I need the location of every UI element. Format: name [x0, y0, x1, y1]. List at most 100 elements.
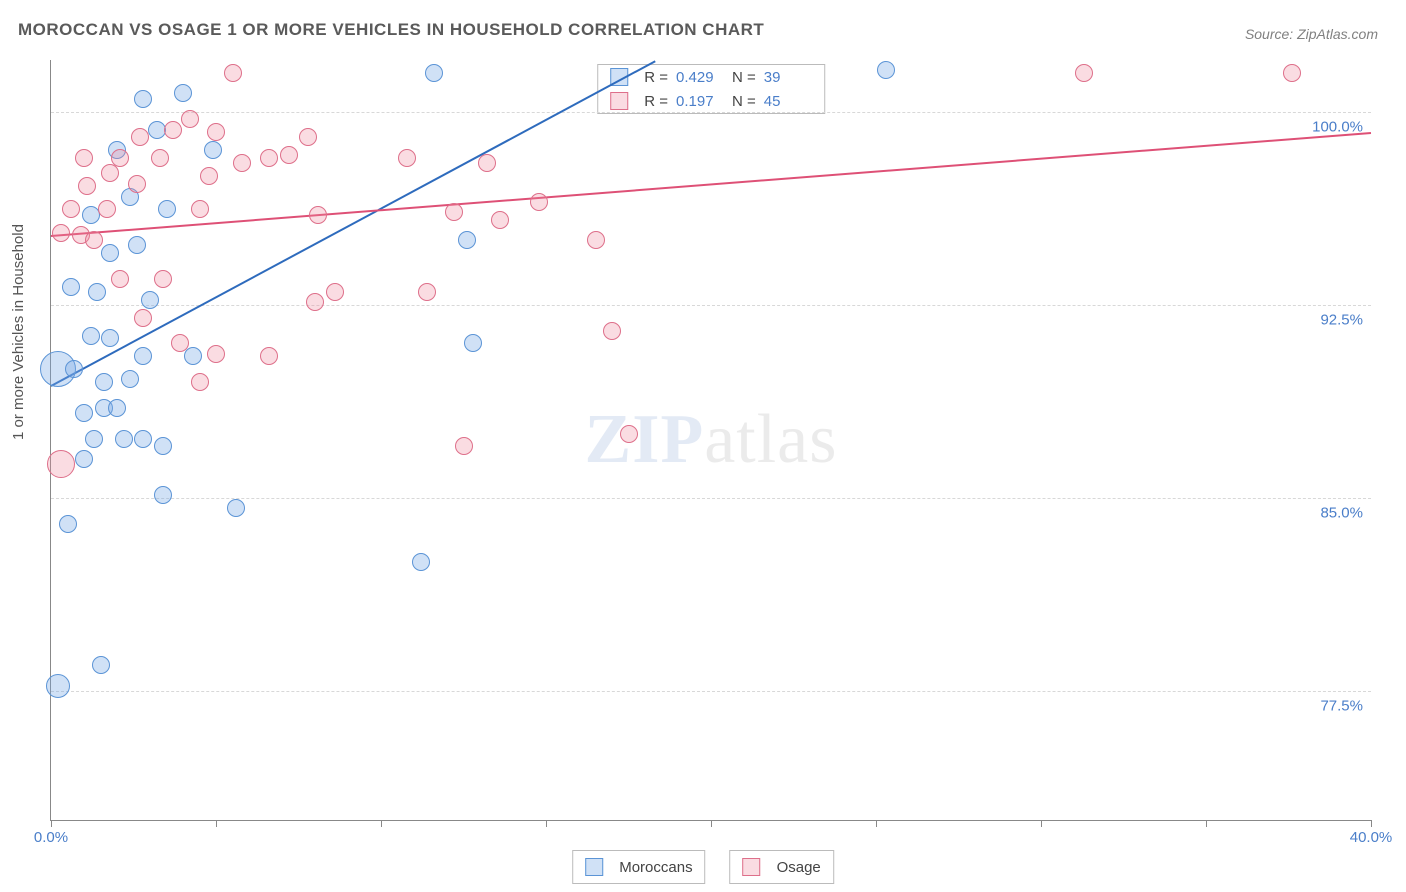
data-point-moroccans — [412, 553, 430, 571]
data-point-osage — [131, 128, 149, 146]
data-point-moroccans — [65, 360, 83, 378]
data-point-moroccans — [101, 329, 119, 347]
legend-swatch — [743, 858, 761, 876]
legend-series: Moroccans Osage — [572, 850, 834, 884]
data-point-moroccans — [62, 278, 80, 296]
legend-row: R =0.429N =39 — [598, 65, 824, 89]
gridline-h — [51, 112, 1371, 113]
x-tick — [51, 820, 52, 827]
data-point-osage — [62, 200, 80, 218]
data-point-osage — [1283, 64, 1301, 82]
data-point-osage — [478, 154, 496, 172]
data-point-moroccans — [158, 200, 176, 218]
legend-swatch — [585, 858, 603, 876]
data-point-moroccans — [464, 334, 482, 352]
data-point-moroccans — [425, 64, 443, 82]
data-point-moroccans — [75, 404, 93, 422]
data-point-osage — [299, 128, 317, 146]
data-point-moroccans — [458, 231, 476, 249]
y-axis-label: 1 or more Vehicles in Household — [10, 224, 27, 440]
trend-line-moroccans — [51, 60, 656, 386]
data-point-moroccans — [46, 674, 70, 698]
data-point-osage — [398, 149, 416, 167]
data-point-moroccans — [92, 656, 110, 674]
data-point-moroccans — [134, 90, 152, 108]
data-point-osage — [85, 231, 103, 249]
data-point-moroccans — [227, 499, 245, 517]
x-tick — [546, 820, 547, 827]
data-point-moroccans — [88, 283, 106, 301]
legend-series-label: Osage — [777, 859, 821, 876]
legend-row: R = 0.197N =45 — [598, 89, 824, 113]
data-point-osage — [224, 64, 242, 82]
legend-n-value: 39 — [764, 69, 812, 86]
data-point-osage — [171, 334, 189, 352]
source-attribution: Source: ZipAtlas.com — [1245, 26, 1378, 42]
data-point-moroccans — [85, 430, 103, 448]
data-point-osage — [260, 149, 278, 167]
data-point-moroccans — [108, 399, 126, 417]
data-point-moroccans — [204, 141, 222, 159]
data-point-moroccans — [128, 236, 146, 254]
data-point-osage — [134, 309, 152, 327]
data-point-osage — [306, 293, 324, 311]
data-point-moroccans — [148, 121, 166, 139]
data-point-moroccans — [134, 347, 152, 365]
legend-r-label: R = — [644, 93, 668, 110]
data-point-osage — [128, 175, 146, 193]
data-point-moroccans — [154, 437, 172, 455]
x-tick — [216, 820, 217, 827]
data-point-osage — [418, 283, 436, 301]
data-point-osage — [164, 121, 182, 139]
data-point-moroccans — [877, 61, 895, 79]
gridline-h — [51, 498, 1371, 499]
data-point-osage — [111, 149, 129, 167]
data-point-osage — [98, 200, 116, 218]
legend-series-label: Moroccans — [619, 859, 692, 876]
x-tick — [1371, 820, 1372, 827]
legend-n-label: N = — [732, 69, 756, 86]
data-point-osage — [181, 110, 199, 128]
data-point-osage — [620, 425, 638, 443]
data-point-moroccans — [184, 347, 202, 365]
data-point-moroccans — [75, 450, 93, 468]
data-point-osage — [207, 123, 225, 141]
data-point-osage — [587, 231, 605, 249]
y-tick-label: 77.5% — [1320, 698, 1363, 715]
data-point-osage — [309, 206, 327, 224]
data-point-moroccans — [95, 373, 113, 391]
data-point-moroccans — [82, 206, 100, 224]
data-point-osage — [200, 167, 218, 185]
y-tick-label: 85.0% — [1320, 504, 1363, 521]
legend-n-label: N = — [732, 93, 756, 110]
y-tick-label: 92.5% — [1320, 311, 1363, 328]
x-tick — [876, 820, 877, 827]
data-point-osage — [151, 149, 169, 167]
x-tick — [1206, 820, 1207, 827]
data-point-osage — [111, 270, 129, 288]
x-tick — [711, 820, 712, 827]
trend-line-osage — [51, 132, 1371, 237]
data-point-osage — [260, 347, 278, 365]
data-point-osage — [603, 322, 621, 340]
data-point-moroccans — [101, 244, 119, 262]
data-point-moroccans — [115, 430, 133, 448]
watermark-atlas: atlas — [704, 401, 837, 478]
data-point-osage — [280, 146, 298, 164]
data-point-osage — [154, 270, 172, 288]
x-tick-label-max: 40.0% — [1350, 829, 1393, 846]
chart-title: MOROCCAN VS OSAGE 1 OR MORE VEHICLES IN … — [18, 20, 764, 40]
x-tick-label-min: 0.0% — [34, 829, 68, 846]
data-point-osage — [491, 211, 509, 229]
data-point-osage — [78, 177, 96, 195]
legend-series-item: Moroccans — [572, 850, 705, 884]
data-point-osage — [52, 224, 70, 242]
data-point-moroccans — [121, 370, 139, 388]
legend-r-value: 0.429 — [676, 69, 724, 86]
watermark-zip: ZIP — [585, 401, 705, 478]
data-point-osage — [445, 203, 463, 221]
data-point-moroccans — [154, 486, 172, 504]
data-point-osage — [191, 373, 209, 391]
data-point-osage — [326, 283, 344, 301]
gridline-h — [51, 691, 1371, 692]
